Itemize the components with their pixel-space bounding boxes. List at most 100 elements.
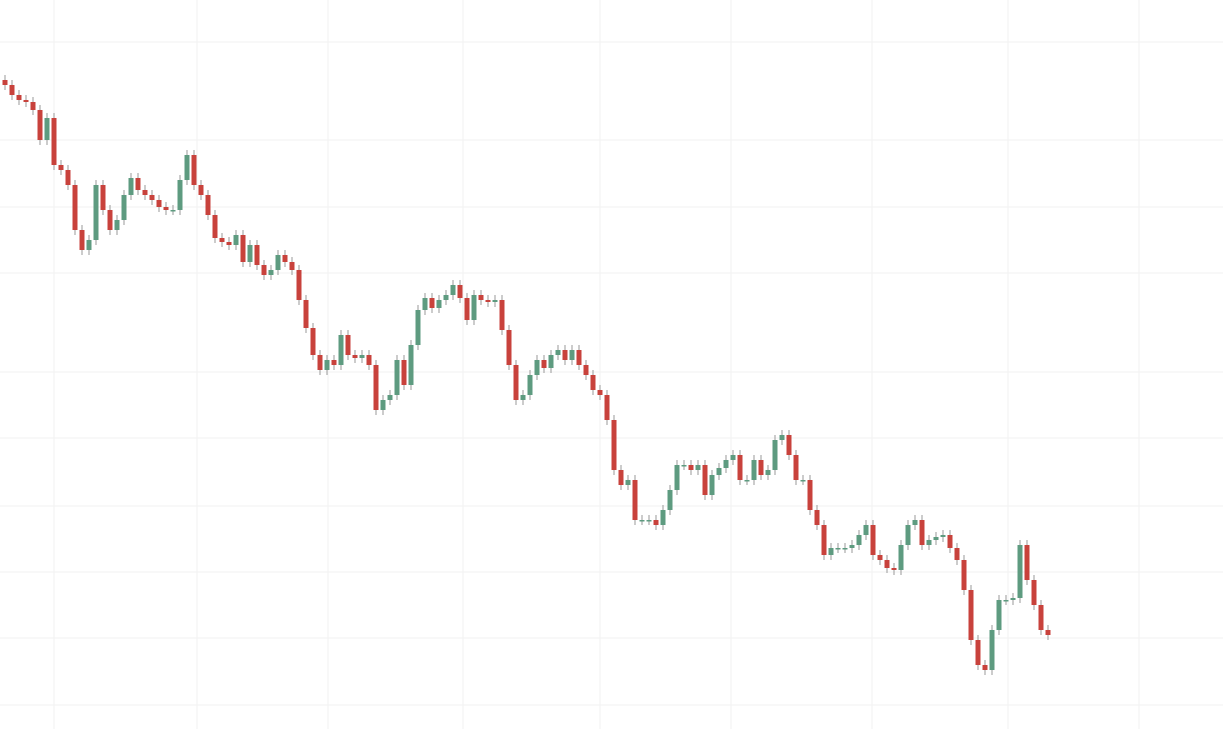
candle-body (835, 548, 841, 550)
candle-body (779, 435, 785, 440)
candle-body (331, 360, 337, 365)
candle-body (436, 300, 442, 308)
candle-body (1031, 580, 1037, 605)
candle-body (100, 185, 106, 210)
candle-body (429, 298, 435, 308)
candle-body (800, 480, 806, 482)
candle-body (23, 100, 29, 102)
candle-body (912, 520, 918, 525)
candle-body (884, 560, 890, 568)
candle-body (1010, 598, 1016, 600)
candle-body (86, 240, 92, 250)
candle-body (422, 298, 428, 310)
candle-body (30, 102, 36, 110)
candle-body (121, 195, 127, 220)
candle-body (345, 335, 351, 355)
candle-body (275, 255, 281, 270)
candle-body (212, 215, 218, 238)
candle-body (569, 350, 575, 360)
candle-body (989, 630, 995, 670)
candle-body (849, 545, 855, 548)
candle-body (786, 435, 792, 455)
candle-body (93, 185, 99, 240)
candle-body (415, 310, 421, 345)
candle-body (289, 262, 295, 270)
candle-body (744, 480, 750, 482)
candle-body (37, 110, 43, 140)
candle-body (877, 555, 883, 560)
candle-body (821, 525, 827, 555)
candle-body (142, 190, 148, 195)
candle-body (177, 180, 183, 210)
candle-body (135, 178, 141, 190)
candle-body (681, 465, 687, 467)
candle-body (828, 548, 834, 555)
candle-body (968, 590, 974, 640)
candle-body (387, 395, 393, 400)
candle-body (660, 510, 666, 525)
candle-body (478, 295, 484, 300)
candle-body (898, 545, 904, 570)
candle-body (380, 400, 386, 410)
candle-body (471, 295, 477, 320)
candle-body (317, 355, 323, 370)
candle-body (359, 355, 365, 358)
candle-body (184, 155, 190, 180)
candle-body (394, 360, 400, 395)
candle-body (44, 118, 50, 140)
candle-body (9, 85, 15, 95)
candle-body (562, 350, 568, 360)
candle-body (247, 245, 253, 262)
candle-body (16, 95, 22, 100)
candle-body (842, 548, 848, 550)
candle-body (1024, 545, 1030, 580)
candle-body (870, 525, 876, 555)
candle-body (107, 210, 113, 230)
candle-body (982, 665, 988, 670)
candle-body (604, 395, 610, 420)
candle-body (534, 360, 540, 375)
candle-body (611, 420, 617, 470)
candle-body (261, 265, 267, 275)
candle-body (240, 235, 246, 262)
candle-body (443, 295, 449, 300)
candle-body (814, 510, 820, 525)
candle-body (576, 350, 582, 365)
candle-body (520, 395, 526, 400)
candle-body (401, 360, 407, 385)
candle-body (506, 330, 512, 365)
candle-body (492, 300, 498, 302)
candle-body (114, 220, 120, 230)
candle-body (191, 155, 197, 185)
candle-body (772, 440, 778, 470)
candle-body (590, 375, 596, 390)
candle-body (996, 600, 1002, 630)
candle-body (975, 640, 981, 665)
candle-body (625, 480, 631, 485)
candle-body (1045, 630, 1051, 635)
candle-body (338, 335, 344, 365)
candle-body (205, 195, 211, 215)
candle-body (723, 460, 729, 468)
candle-body (933, 537, 939, 540)
candle-body (513, 365, 519, 400)
candle-body (926, 540, 932, 545)
candle-body (940, 535, 946, 537)
candle-body (219, 238, 225, 242)
candle-body (961, 560, 967, 590)
candle-body (709, 475, 715, 495)
candle-body (282, 255, 288, 262)
candle-body (688, 465, 694, 470)
candle-body (2, 80, 8, 85)
candle-body (674, 465, 680, 490)
candle-body (296, 270, 302, 300)
candle-body (58, 165, 64, 170)
candle-body (352, 355, 358, 358)
candle-body (618, 470, 624, 485)
candle-body (485, 300, 491, 302)
candle-body (198, 185, 204, 195)
candle-body (149, 195, 155, 200)
candle-body (373, 365, 379, 410)
